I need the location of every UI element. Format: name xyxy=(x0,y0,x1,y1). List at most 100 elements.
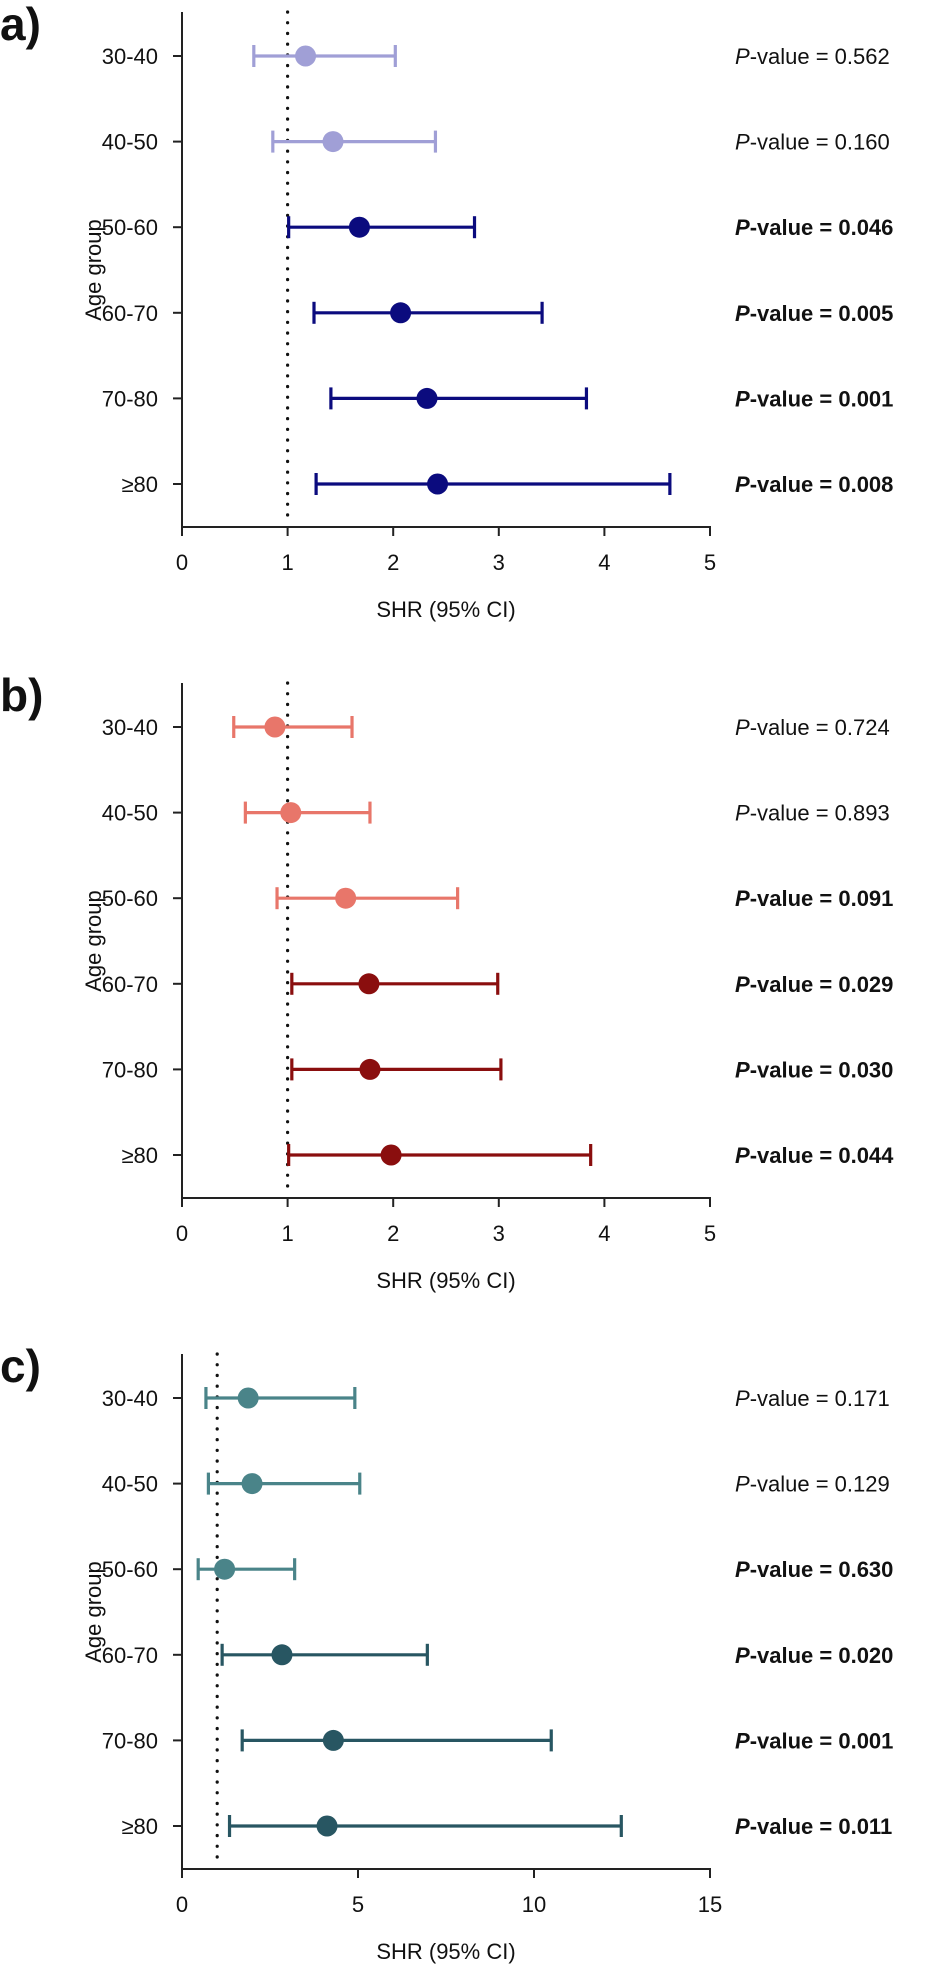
p-value-label: P-value = 0.160 xyxy=(735,130,890,155)
row-label: 60-70 xyxy=(102,1643,158,1668)
forest-row: ≥80 P-value = 0.011 xyxy=(121,1814,892,1839)
x-tick-label: 10 xyxy=(522,1892,546,1917)
x-tick-label: 5 xyxy=(704,1221,716,1246)
p-value-label: P-value = 0.001 xyxy=(735,386,893,411)
p-italic: P xyxy=(735,715,750,740)
x-tick-label: 2 xyxy=(387,1221,399,1246)
y-axis-title: Age group xyxy=(81,219,106,321)
p-value-label: P-value = 0.046 xyxy=(735,215,893,240)
forest-row: 50-60 P-value = 0.630 xyxy=(102,1557,894,1582)
p-italic: P xyxy=(735,472,750,497)
row-label: 50-60 xyxy=(102,1557,158,1582)
x-tick-label: 0 xyxy=(176,1892,188,1917)
row-label: 70-80 xyxy=(102,1057,158,1082)
p-italic: P xyxy=(735,1814,750,1839)
p-value-label: P-value = 0.029 xyxy=(735,972,893,997)
p-italic: P xyxy=(735,1472,750,1497)
row-label: 50-60 xyxy=(102,886,158,911)
row-label: ≥80 xyxy=(121,472,158,497)
panel-label: b) xyxy=(0,669,43,721)
p-italic: P xyxy=(735,972,750,997)
x-tick-label: 0 xyxy=(176,1221,188,1246)
row-label: ≥80 xyxy=(121,1143,158,1168)
p-value-text: -value = 0.160 xyxy=(750,130,890,155)
point-estimate xyxy=(241,1473,263,1495)
forest-row: 70-80 P-value = 0.001 xyxy=(102,386,894,411)
p-value-label: P-value = 0.011 xyxy=(735,1814,892,1839)
p-value-text: -value = 0.046 xyxy=(750,215,894,240)
p-value-label: P-value = 0.171 xyxy=(735,1386,890,1411)
forest-row: 70-80 P-value = 0.001 xyxy=(102,1728,894,1753)
y-axis-title: Age group xyxy=(81,1561,106,1663)
forest-row: 40-50 P-value = 0.160 xyxy=(102,130,890,155)
p-italic: P xyxy=(735,301,750,326)
p-value-label: P-value = 0.562 xyxy=(735,44,890,69)
p-italic: P xyxy=(735,1557,750,1582)
p-italic: P xyxy=(735,1057,750,1082)
point-estimate xyxy=(390,302,412,324)
p-value-label: P-value = 0.044 xyxy=(735,1143,894,1168)
point-estimate xyxy=(359,1058,381,1080)
p-italic: P xyxy=(735,801,750,826)
p-value-text: -value = 0.008 xyxy=(750,472,894,497)
point-estimate xyxy=(271,1644,293,1666)
point-estimate xyxy=(427,473,449,495)
row-label: 40-50 xyxy=(102,1472,158,1497)
y-axis-title: Age group xyxy=(81,890,106,992)
x-tick-label: 1 xyxy=(281,550,293,575)
p-value-label: P-value = 0.091 xyxy=(735,886,893,911)
p-value-text: -value = 0.030 xyxy=(750,1057,894,1082)
row-label: 30-40 xyxy=(102,715,158,740)
x-tick-label: 4 xyxy=(598,1221,610,1246)
forest-row: 50-60 P-value = 0.046 xyxy=(102,215,894,240)
p-value-text: -value = 0.724 xyxy=(750,715,890,740)
p-italic: P xyxy=(735,1643,750,1668)
p-value-label: P-value = 0.020 xyxy=(735,1643,893,1668)
forest-row: 40-50 P-value = 0.893 xyxy=(102,801,890,826)
forest-row: 60-70 P-value = 0.029 xyxy=(102,972,894,997)
row-label: 40-50 xyxy=(102,130,158,155)
p-value-text: -value = 0.001 xyxy=(750,386,894,411)
x-tick-label: 0 xyxy=(176,550,188,575)
p-value-label: P-value = 0.129 xyxy=(735,1472,890,1497)
row-label: 30-40 xyxy=(102,44,158,69)
p-italic: P xyxy=(735,1386,750,1411)
point-estimate xyxy=(380,1144,402,1166)
x-tick-label: 3 xyxy=(493,1221,505,1246)
p-italic: P xyxy=(735,386,750,411)
p-value-text: -value = 0.011 xyxy=(750,1814,893,1839)
p-value-text: -value = 0.029 xyxy=(750,972,894,997)
row-label: 60-70 xyxy=(102,301,158,326)
panel-label: a) xyxy=(0,0,41,50)
x-tick-label: 5 xyxy=(704,550,716,575)
forest-row: ≥80 P-value = 0.008 xyxy=(121,472,893,497)
forest-row: 40-50 P-value = 0.129 xyxy=(102,1472,890,1497)
x-axis-title: SHR (95% CI) xyxy=(376,597,515,622)
p-value-text: -value = 0.893 xyxy=(750,801,890,826)
point-estimate xyxy=(295,45,317,67)
forest-row: 30-40 P-value = 0.724 xyxy=(102,715,890,740)
p-italic: P xyxy=(735,130,750,155)
forest-row: 60-70 P-value = 0.020 xyxy=(102,1643,894,1668)
x-axis-title: SHR (95% CI) xyxy=(376,1939,515,1964)
p-value-label: P-value = 0.001 xyxy=(735,1728,893,1753)
point-estimate xyxy=(316,1815,338,1837)
p-value-text: -value = 0.020 xyxy=(750,1643,894,1668)
row-label: ≥80 xyxy=(121,1814,158,1839)
forest-row: 60-70 P-value = 0.005 xyxy=(102,301,894,326)
p-value-text: -value = 0.630 xyxy=(750,1557,894,1582)
x-tick-label: 1 xyxy=(281,1221,293,1246)
p-value-text: -value = 0.129 xyxy=(750,1472,890,1497)
point-estimate xyxy=(358,973,380,995)
p-italic: P xyxy=(735,44,750,69)
forest-row: 70-80 P-value = 0.030 xyxy=(102,1057,894,1082)
row-label: 40-50 xyxy=(102,801,158,826)
row-label: 70-80 xyxy=(102,1728,158,1753)
point-estimate xyxy=(322,1729,344,1751)
point-estimate xyxy=(335,887,357,909)
row-label: 30-40 xyxy=(102,1386,158,1411)
p-value-label: P-value = 0.724 xyxy=(735,715,890,740)
x-axis-title: SHR (95% CI) xyxy=(376,1268,515,1293)
